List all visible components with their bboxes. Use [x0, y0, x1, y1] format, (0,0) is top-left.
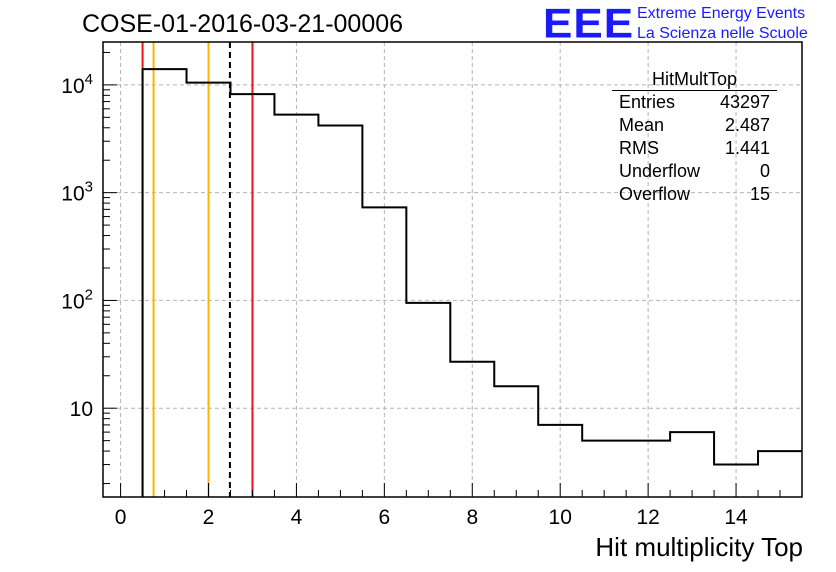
histogram-bin [318, 125, 362, 497]
histogram-bin [143, 69, 187, 497]
histogram-bin [670, 432, 714, 497]
stats-value: 1.441 [724, 138, 770, 158]
chart-title: COSE-01-2016-03-21-00006 [82, 10, 404, 38]
stats-value: 0 [759, 161, 770, 181]
y-tick-label: 103 [61, 179, 93, 206]
stats-row-underflow: Underflow 0 [612, 160, 777, 183]
stats-title: HitMultTop [612, 68, 777, 91]
x-tick-label: 0 [115, 506, 127, 529]
histogram-bin [582, 441, 626, 497]
stats-row-overflow: Overflow 15 [612, 183, 777, 206]
stats-label: Underflow [619, 161, 701, 181]
y-tick-label: 102 [61, 286, 93, 313]
x-axis-label: Hit multiplicity Top [595, 532, 803, 562]
histogram-bin [494, 386, 538, 497]
y-tick-label: 10 [70, 398, 93, 421]
y-tick-label: 104 [61, 71, 93, 98]
stats-value: 2.487 [724, 115, 770, 135]
x-tick-label: 12 [636, 506, 659, 529]
plot-frame [102, 41, 803, 498]
x-tick-label: 8 [466, 506, 478, 529]
stats-row-entries: Entries 43297 [612, 91, 777, 114]
eee-logo: EEE [543, 0, 635, 47]
x-tick-label: 10 [549, 506, 572, 529]
histogram-outline [141, 68, 802, 497]
stats-value: 43297 [719, 92, 770, 112]
stats-row-mean: Mean 2.487 [612, 114, 777, 137]
stats-row-rms: RMS 1.441 [612, 137, 777, 160]
stats-label: Overflow [619, 184, 691, 204]
x-tick-label: 4 [291, 506, 303, 529]
logo-subtitle-line2: La Scienza nelle Scuole [637, 25, 808, 42]
x-tick-label: 2 [203, 506, 215, 529]
stats-box: HitMultTop Entries 43297 Mean 2.487 RMS … [612, 68, 777, 206]
logo-subtitle-line1: Extreme Energy Events [637, 5, 806, 22]
stats-value: 15 [749, 184, 770, 204]
x-tick-label: 14 [724, 506, 748, 529]
x-tick-label: 6 [379, 506, 391, 529]
stats-label: Entries [619, 92, 676, 112]
stats-label: RMS [619, 138, 659, 158]
histogram-bin [406, 303, 450, 497]
stats-label: Mean [619, 115, 665, 135]
